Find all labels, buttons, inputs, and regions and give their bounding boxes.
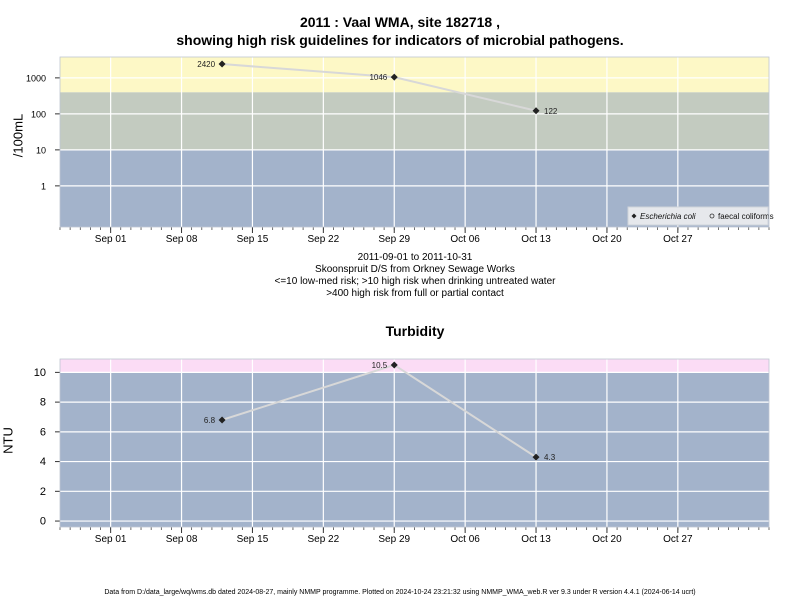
- x-tick-label: Sep 08: [166, 234, 198, 245]
- date-range-label: 2011-09-01 to 2011-10-31: [357, 252, 473, 263]
- x-tick-label: Sep 01: [95, 234, 127, 245]
- y-tick-label: 1000: [26, 73, 46, 83]
- data-value-label: 10.5: [372, 361, 388, 370]
- y-tick-label: 2: [40, 486, 46, 498]
- y-tick-label: 10: [36, 145, 46, 155]
- data-point-marker: [532, 107, 540, 115]
- guideline-drinking-label: <=10 low-med risk; >10 high risk when dr…: [274, 276, 556, 287]
- ecoli-chart: Sep 01 Sep 08 Sep 15 Sep 22 Sep 29 Oct 06 Oct …: [26, 56, 774, 245]
- x-tick-label: Sep 01: [95, 534, 127, 545]
- risk-band-1: [60, 92, 769, 150]
- x-tick-label: Sep 22: [307, 534, 339, 545]
- data-value-label: 2420: [197, 60, 215, 69]
- y-tick-label: 100: [31, 109, 46, 119]
- x-tick-label: Oct 06: [450, 534, 480, 545]
- x-tick-label: Oct 20: [592, 534, 622, 545]
- data-point-marker: [218, 60, 226, 68]
- footer-note: Data from D:/data_large/wq/wms.db dated …: [104, 589, 696, 596]
- x-tick-label: Sep 29: [378, 534, 410, 545]
- x-tick-label: Oct 06: [450, 234, 480, 245]
- data-point-marker: [218, 416, 226, 424]
- risk-band-0: [60, 372, 769, 527]
- x-tick-label: Oct 20: [592, 234, 622, 245]
- x-tick-label: Oct 13: [521, 534, 551, 545]
- x-tick-label: Sep 08: [166, 534, 198, 545]
- x-tick-label: Oct 27: [663, 234, 693, 245]
- site-name-label: Skoonspruit D/S from Orkney Sewage Works: [315, 264, 515, 275]
- legend-marker-open-circle: [709, 213, 715, 219]
- y-tick-label: 0: [40, 516, 46, 528]
- figure-title-line1: 2011 : Vaal WMA, site 182718 ,: [299, 14, 500, 30]
- y-tick-label: 8: [40, 397, 46, 409]
- y-tick-label: 1: [41, 181, 46, 191]
- y-tick-label: 6: [40, 426, 46, 438]
- data-point-marker: [390, 73, 398, 81]
- y-tick-label: 4: [40, 456, 46, 468]
- plot-frame: [59, 56, 770, 228]
- data-point-marker: [532, 453, 540, 461]
- legend-label: faecal coliforms: [718, 212, 774, 221]
- risk-band-1: [60, 359, 769, 373]
- data-value-label: 122: [544, 107, 558, 116]
- risk-band-2: [60, 57, 769, 93]
- x-tick-label: Sep 29: [378, 234, 410, 245]
- x-tick-label: Oct 27: [663, 534, 693, 545]
- x-tick-label: Sep 15: [237, 234, 269, 245]
- data-value-label: 1046: [369, 73, 387, 82]
- data-value-label: 6.8: [204, 416, 216, 425]
- data-point-marker: [390, 361, 398, 369]
- data-value-label: 4.3: [544, 453, 556, 462]
- x-tick-label: Sep 15: [237, 534, 269, 545]
- x-tick-label: Oct 13: [521, 234, 551, 245]
- y-tick-label: 10: [34, 367, 46, 379]
- legend-box: [627, 206, 769, 226]
- guideline-contact-label: >400 high risk from full or partial cont…: [326, 288, 504, 299]
- legend-marker-filled-diamond: [631, 213, 637, 219]
- x-tick-label: Sep 22: [307, 234, 339, 245]
- plot-frame: [59, 358, 770, 528]
- turbidity-chart: Sep 01 Sep 08 Sep 15 Sep 22 Sep 29 Oct 06 Oct …: [34, 358, 770, 545]
- turbidity-title: Turbidity: [385, 323, 445, 339]
- legend-label: Escherichia coli: [640, 212, 696, 221]
- figure-title-line2: showing high risk guidelines for indicat…: [176, 32, 624, 48]
